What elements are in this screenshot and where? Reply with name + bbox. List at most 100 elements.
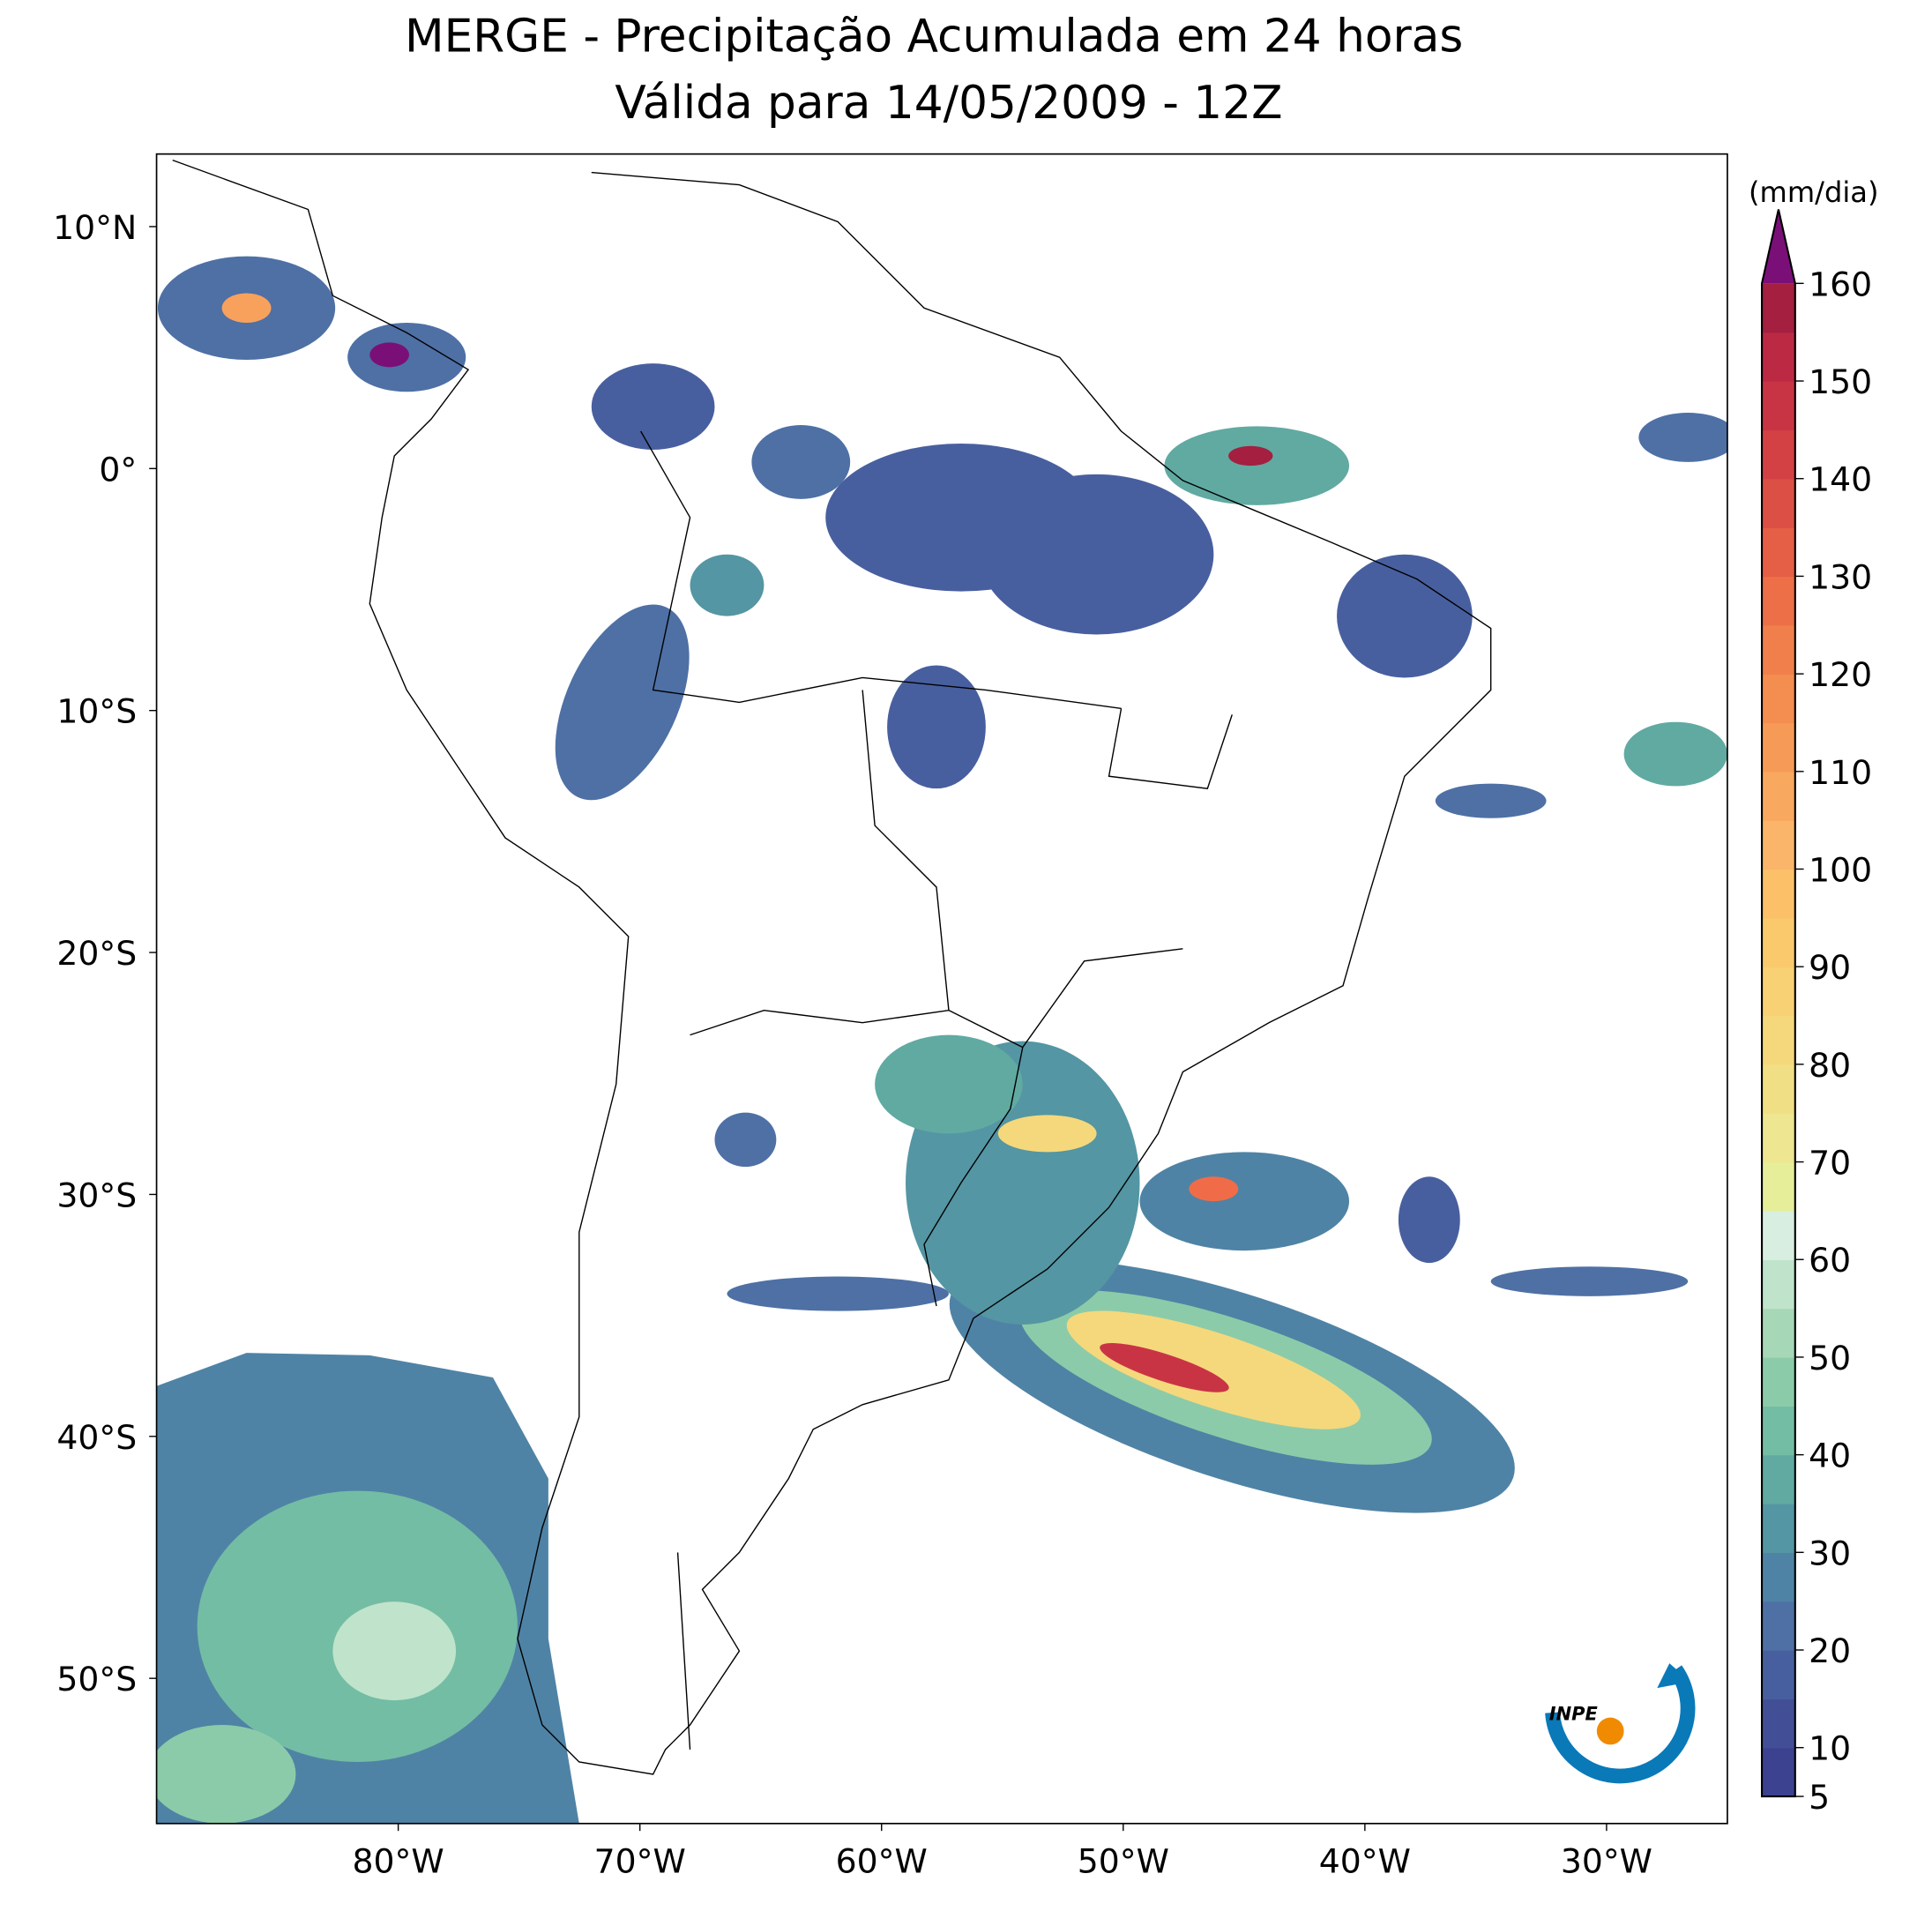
colorbar-segment — [1762, 1406, 1795, 1456]
precip-area — [1638, 413, 1727, 462]
colorbar-segment — [1762, 1210, 1795, 1260]
colorbar-segment — [1762, 771, 1795, 821]
y-tick-label: 0° — [99, 450, 137, 489]
logo-arrow — [1657, 1663, 1691, 1689]
y-tick-label: 10°S — [56, 692, 137, 731]
colorbar-segment — [1762, 283, 1795, 333]
precip-area — [1435, 783, 1547, 818]
axes: 80°W 70°W 60°W 50°W 40°W 30°W 10°N 0° 10°S 20°S 30… — [53, 208, 1872, 1881]
colorbar-segment — [1762, 674, 1795, 724]
precip-area — [690, 554, 765, 616]
coastline — [172, 159, 1492, 1775]
precip-area — [1490, 1266, 1689, 1296]
y-tick-label: 10°N — [53, 208, 137, 247]
colorbar-segment — [1762, 1259, 1795, 1310]
colorbar-segment — [1762, 1454, 1795, 1504]
colorbar-segment — [1762, 1015, 1795, 1065]
map-frame — [155, 153, 1728, 1825]
colorbar-segment — [1762, 1113, 1795, 1163]
colorbar-tick-label: 5 — [1809, 1778, 1830, 1817]
precip-area — [591, 363, 715, 450]
logo: INPE — [1545, 1663, 1696, 1784]
precip-layer — [156, 256, 1727, 1824]
precip-area — [1066, 1310, 1361, 1430]
colorbar-tick-label: 30 — [1809, 1534, 1851, 1572]
y-tick-label: 20°S — [56, 934, 137, 973]
precip-area — [156, 1725, 296, 1824]
colorbar-outline — [1761, 209, 1796, 1798]
colorbar-tick-label: 100 — [1809, 850, 1872, 889]
colorbar-tick-label: 150 — [1809, 362, 1872, 401]
colorbar-segment — [1762, 967, 1795, 1017]
colorbar-segment — [1762, 1356, 1795, 1407]
colorbar-segment — [1762, 1552, 1795, 1602]
precip-area — [979, 474, 1214, 635]
colorbar-tick-label: 70 — [1809, 1144, 1851, 1183]
colorbar-tick-label: 20 — [1809, 1631, 1851, 1670]
logo-arc — [1545, 1665, 1696, 1784]
colorbar-segment — [1762, 576, 1795, 626]
colorbar-segment — [1762, 869, 1795, 919]
y-tick-label: 50°S — [56, 1660, 137, 1698]
colorbar-segment — [1762, 478, 1795, 528]
colorbar-tick-label: 90 — [1809, 948, 1851, 987]
colorbar-segment — [1762, 624, 1795, 675]
colorbar-segment — [1762, 332, 1795, 382]
coast-line — [172, 159, 1492, 1775]
colorbar-tick-label: 10 — [1809, 1729, 1851, 1768]
y-tick-label: 30°S — [56, 1176, 137, 1214]
precip-area — [1189, 1176, 1239, 1202]
colorbar-segment — [1762, 1747, 1795, 1797]
colorbar-segment — [1762, 1601, 1795, 1651]
x-tick-label: 30°W — [1561, 1842, 1652, 1881]
colorbar-tick-label: 50 — [1809, 1339, 1851, 1377]
colorbar-segment — [1762, 1308, 1795, 1358]
colorbar-tick-label: 160 — [1809, 265, 1872, 303]
colorbar-segment — [1762, 1650, 1795, 1700]
colorbar-tick-label: 110 — [1809, 753, 1872, 792]
colorbar-tick-label: 120 — [1809, 655, 1872, 694]
precip-area — [332, 1601, 457, 1701]
precip-area — [1139, 1152, 1350, 1251]
x-tick-label: 80°W — [353, 1842, 444, 1881]
precip-area — [751, 425, 851, 499]
subtitle: Válida para 14/05/2009 - 12Z — [615, 77, 1282, 130]
logo-text: INPE — [1549, 1703, 1599, 1724]
x-tick-label: 50°W — [1078, 1842, 1169, 1881]
colorbar-segment — [1762, 722, 1795, 773]
colorbar-segment — [1762, 1161, 1795, 1212]
colorbar-segment — [1762, 1064, 1795, 1114]
precip-area — [1337, 554, 1473, 678]
precip-area — [714, 1112, 777, 1168]
precip-area — [1623, 721, 1727, 787]
colorbar-segment — [1762, 1503, 1795, 1554]
colorbar-tick-label: 130 — [1809, 557, 1872, 596]
precip-area — [1228, 445, 1273, 467]
colorbar-label: (mm/dia) — [1749, 175, 1878, 209]
precip-area — [997, 1115, 1097, 1153]
precip-area — [1100, 1342, 1229, 1392]
logo-dot — [1596, 1717, 1624, 1745]
colorbar-extend — [1762, 209, 1795, 284]
precip-area — [875, 1034, 1023, 1134]
colorbar-segment — [1762, 527, 1795, 578]
colorbar-tick-label: 140 — [1809, 460, 1872, 499]
colorbar-segment — [1762, 429, 1795, 480]
x-tick-label: 40°W — [1319, 1842, 1411, 1881]
precip-area — [727, 1276, 949, 1311]
colorbar-segment — [1762, 917, 1795, 967]
precip-area — [1164, 426, 1350, 505]
precip-area — [221, 293, 272, 324]
colorbar-segment — [1762, 820, 1795, 870]
precip-area — [887, 665, 986, 789]
x-tick-label: 70°W — [594, 1842, 686, 1881]
colorbar-segment — [1762, 1698, 1795, 1749]
colorbar-tick-label: 40 — [1809, 1437, 1851, 1475]
y-tick-label: 40°S — [56, 1418, 137, 1457]
colorbar-tick-label: 60 — [1809, 1241, 1851, 1280]
precip-area — [1398, 1176, 1460, 1264]
title: MERGE - Precipitação Acumulada em 24 hor… — [405, 11, 1463, 63]
precip-area — [555, 604, 690, 801]
